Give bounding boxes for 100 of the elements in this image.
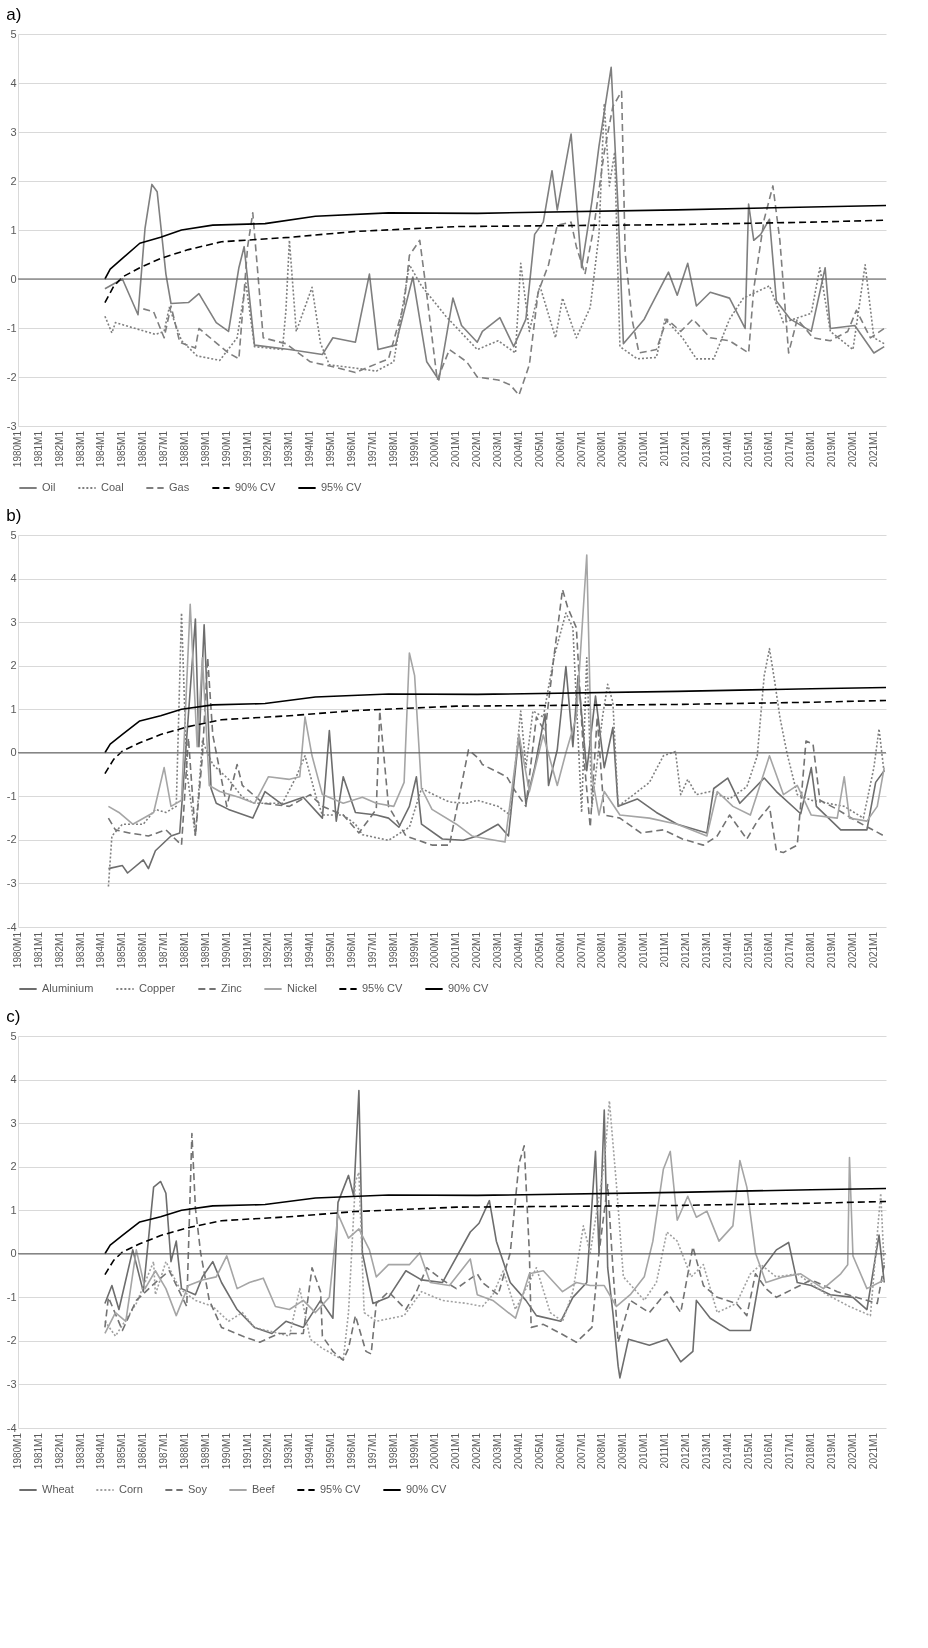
x-tick-label: 1982M1: [53, 931, 65, 969]
x-tick-label: 1989M1: [199, 931, 211, 969]
x-tick-label: 2012M1: [679, 430, 691, 468]
y-tick-label: 4: [10, 1073, 17, 1086]
x-tick-label: 2003M1: [492, 931, 504, 969]
line-series: [104, 686, 886, 754]
y-tick-label: 2: [10, 174, 17, 187]
y-tick-label: -4: [6, 920, 17, 933]
x-tick-label: 1983M1: [74, 430, 86, 468]
x-tick-label: 2013M1: [700, 1432, 712, 1470]
x-tick-label: 1999M1: [408, 931, 420, 969]
x-tick-label: 2014M1: [721, 1432, 733, 1470]
x-tick-label: 2005M1: [533, 931, 545, 969]
x-tick-label: 1986M1: [137, 931, 149, 969]
y-tick-label: 3: [10, 615, 17, 628]
y-tick-label: -2: [6, 370, 17, 383]
x-tick-label: 1980M1: [12, 931, 23, 969]
y-tick-label: 0: [10, 272, 17, 285]
x-tick-label: 1989M1: [199, 1432, 211, 1470]
x-tick-label: 2007M1: [575, 430, 587, 468]
x-tick-label: 2013M1: [700, 430, 712, 468]
y-tick-label: -3: [6, 876, 17, 889]
x-tick-label: 1988M1: [178, 1432, 190, 1470]
x-tick-label: 1982M1: [53, 1432, 65, 1470]
chart-title: b): [6, 506, 22, 525]
legend-label: Soy: [188, 1483, 208, 1495]
x-tick-label: 1980M1: [12, 430, 23, 468]
y-tick-label: 5: [10, 1029, 17, 1042]
x-tick-label: 2007M1: [575, 931, 587, 969]
line-series: [104, 1187, 886, 1255]
x-tick-label: 1997M1: [366, 931, 378, 969]
y-tick-label: 0: [10, 1247, 17, 1260]
y-tick-label: -4: [6, 1421, 17, 1434]
x-tick-label: 1994M1: [304, 931, 316, 969]
x-tick-label: 1983M1: [74, 931, 86, 969]
x-tick-label: 1987M1: [158, 430, 170, 468]
x-tick-label: 2005M1: [533, 1432, 545, 1470]
x-tick-label: 2003M1: [492, 430, 504, 468]
y-tick-label: 2: [10, 1160, 17, 1173]
legend-label: 90% CV: [235, 481, 277, 493]
x-tick-label: 1991M1: [241, 430, 253, 468]
x-tick-label: 1987M1: [158, 931, 170, 969]
x-tick-label: 1995M1: [325, 430, 337, 468]
legend-label: 90% CV: [406, 1483, 448, 1495]
legend-label: Nickel: [287, 982, 317, 994]
x-tick-label: 1990M1: [220, 931, 232, 969]
x-tick-label: 2018M1: [805, 931, 817, 969]
y-tick-label: -3: [6, 1377, 17, 1390]
x-tick-label: 1985M1: [116, 931, 128, 969]
x-tick-label: 2021M1: [867, 430, 879, 468]
legend-label: Copper: [139, 982, 176, 994]
y-tick-label: -2: [6, 833, 17, 846]
x-tick-label: 1981M1: [32, 931, 44, 969]
y-tick-label: 5: [10, 528, 17, 541]
x-tick-label: 2004M1: [512, 430, 524, 468]
y-tick-label: 4: [10, 572, 17, 585]
x-tick-label: 1998M1: [387, 931, 399, 969]
x-tick-label: 2002M1: [471, 931, 483, 969]
x-tick-label: 2014M1: [721, 931, 733, 969]
x-tick-label: 2008M1: [596, 1432, 608, 1470]
x-tick-label: 1999M1: [408, 430, 420, 468]
line-series: [104, 699, 886, 775]
x-tick-label: 1998M1: [387, 1432, 399, 1470]
x-tick-label: 1985M1: [116, 1432, 128, 1470]
x-tick-label: 2009M1: [617, 1432, 629, 1470]
x-tick-label: 1990M1: [220, 430, 232, 468]
x-tick-label: 2004M1: [512, 931, 524, 969]
x-tick-label: 1996M1: [345, 1432, 357, 1470]
x-tick-label: 1988M1: [178, 430, 190, 468]
y-tick-label: 0: [10, 746, 17, 759]
x-tick-label: 2021M1: [867, 1432, 879, 1470]
y-tick-label: 5: [10, 27, 17, 40]
x-tick-label: 2004M1: [512, 1432, 524, 1470]
x-tick-label: 2016M1: [763, 1432, 775, 1470]
y-tick-label: 1: [10, 702, 17, 715]
legend-label: Wheat: [42, 1483, 74, 1495]
y-tick-label: -1: [6, 1290, 17, 1303]
x-tick-label: 2012M1: [679, 931, 691, 969]
x-tick-label: 1993M1: [283, 931, 295, 969]
x-tick-label: 2011M1: [659, 931, 671, 968]
x-tick-label: 1988M1: [178, 931, 190, 969]
x-tick-label: 2001M1: [450, 931, 462, 969]
x-tick-label: 1992M1: [262, 430, 274, 468]
x-tick-label: 1997M1: [366, 430, 378, 468]
x-tick-label: 2019M1: [826, 1432, 838, 1470]
x-tick-label: 1992M1: [262, 1432, 274, 1470]
x-tick-label: 2006M1: [554, 430, 566, 468]
legend-label: Oil: [42, 481, 56, 493]
x-tick-label: 2011M1: [659, 430, 671, 467]
x-tick-label: 2016M1: [763, 931, 775, 969]
x-tick-label: 2008M1: [596, 430, 608, 468]
y-tick-label: -1: [6, 789, 17, 802]
x-tick-label: 1996M1: [345, 931, 357, 969]
x-tick-label: 2000M1: [429, 931, 441, 969]
legend-label: Gas: [169, 481, 190, 493]
x-tick-label: 1995M1: [325, 931, 337, 969]
x-tick-label: 1984M1: [95, 430, 107, 468]
x-tick-label: 2000M1: [429, 430, 441, 468]
x-tick-label: 1999M1: [408, 1432, 420, 1470]
y-tick-label: -3: [6, 419, 17, 432]
